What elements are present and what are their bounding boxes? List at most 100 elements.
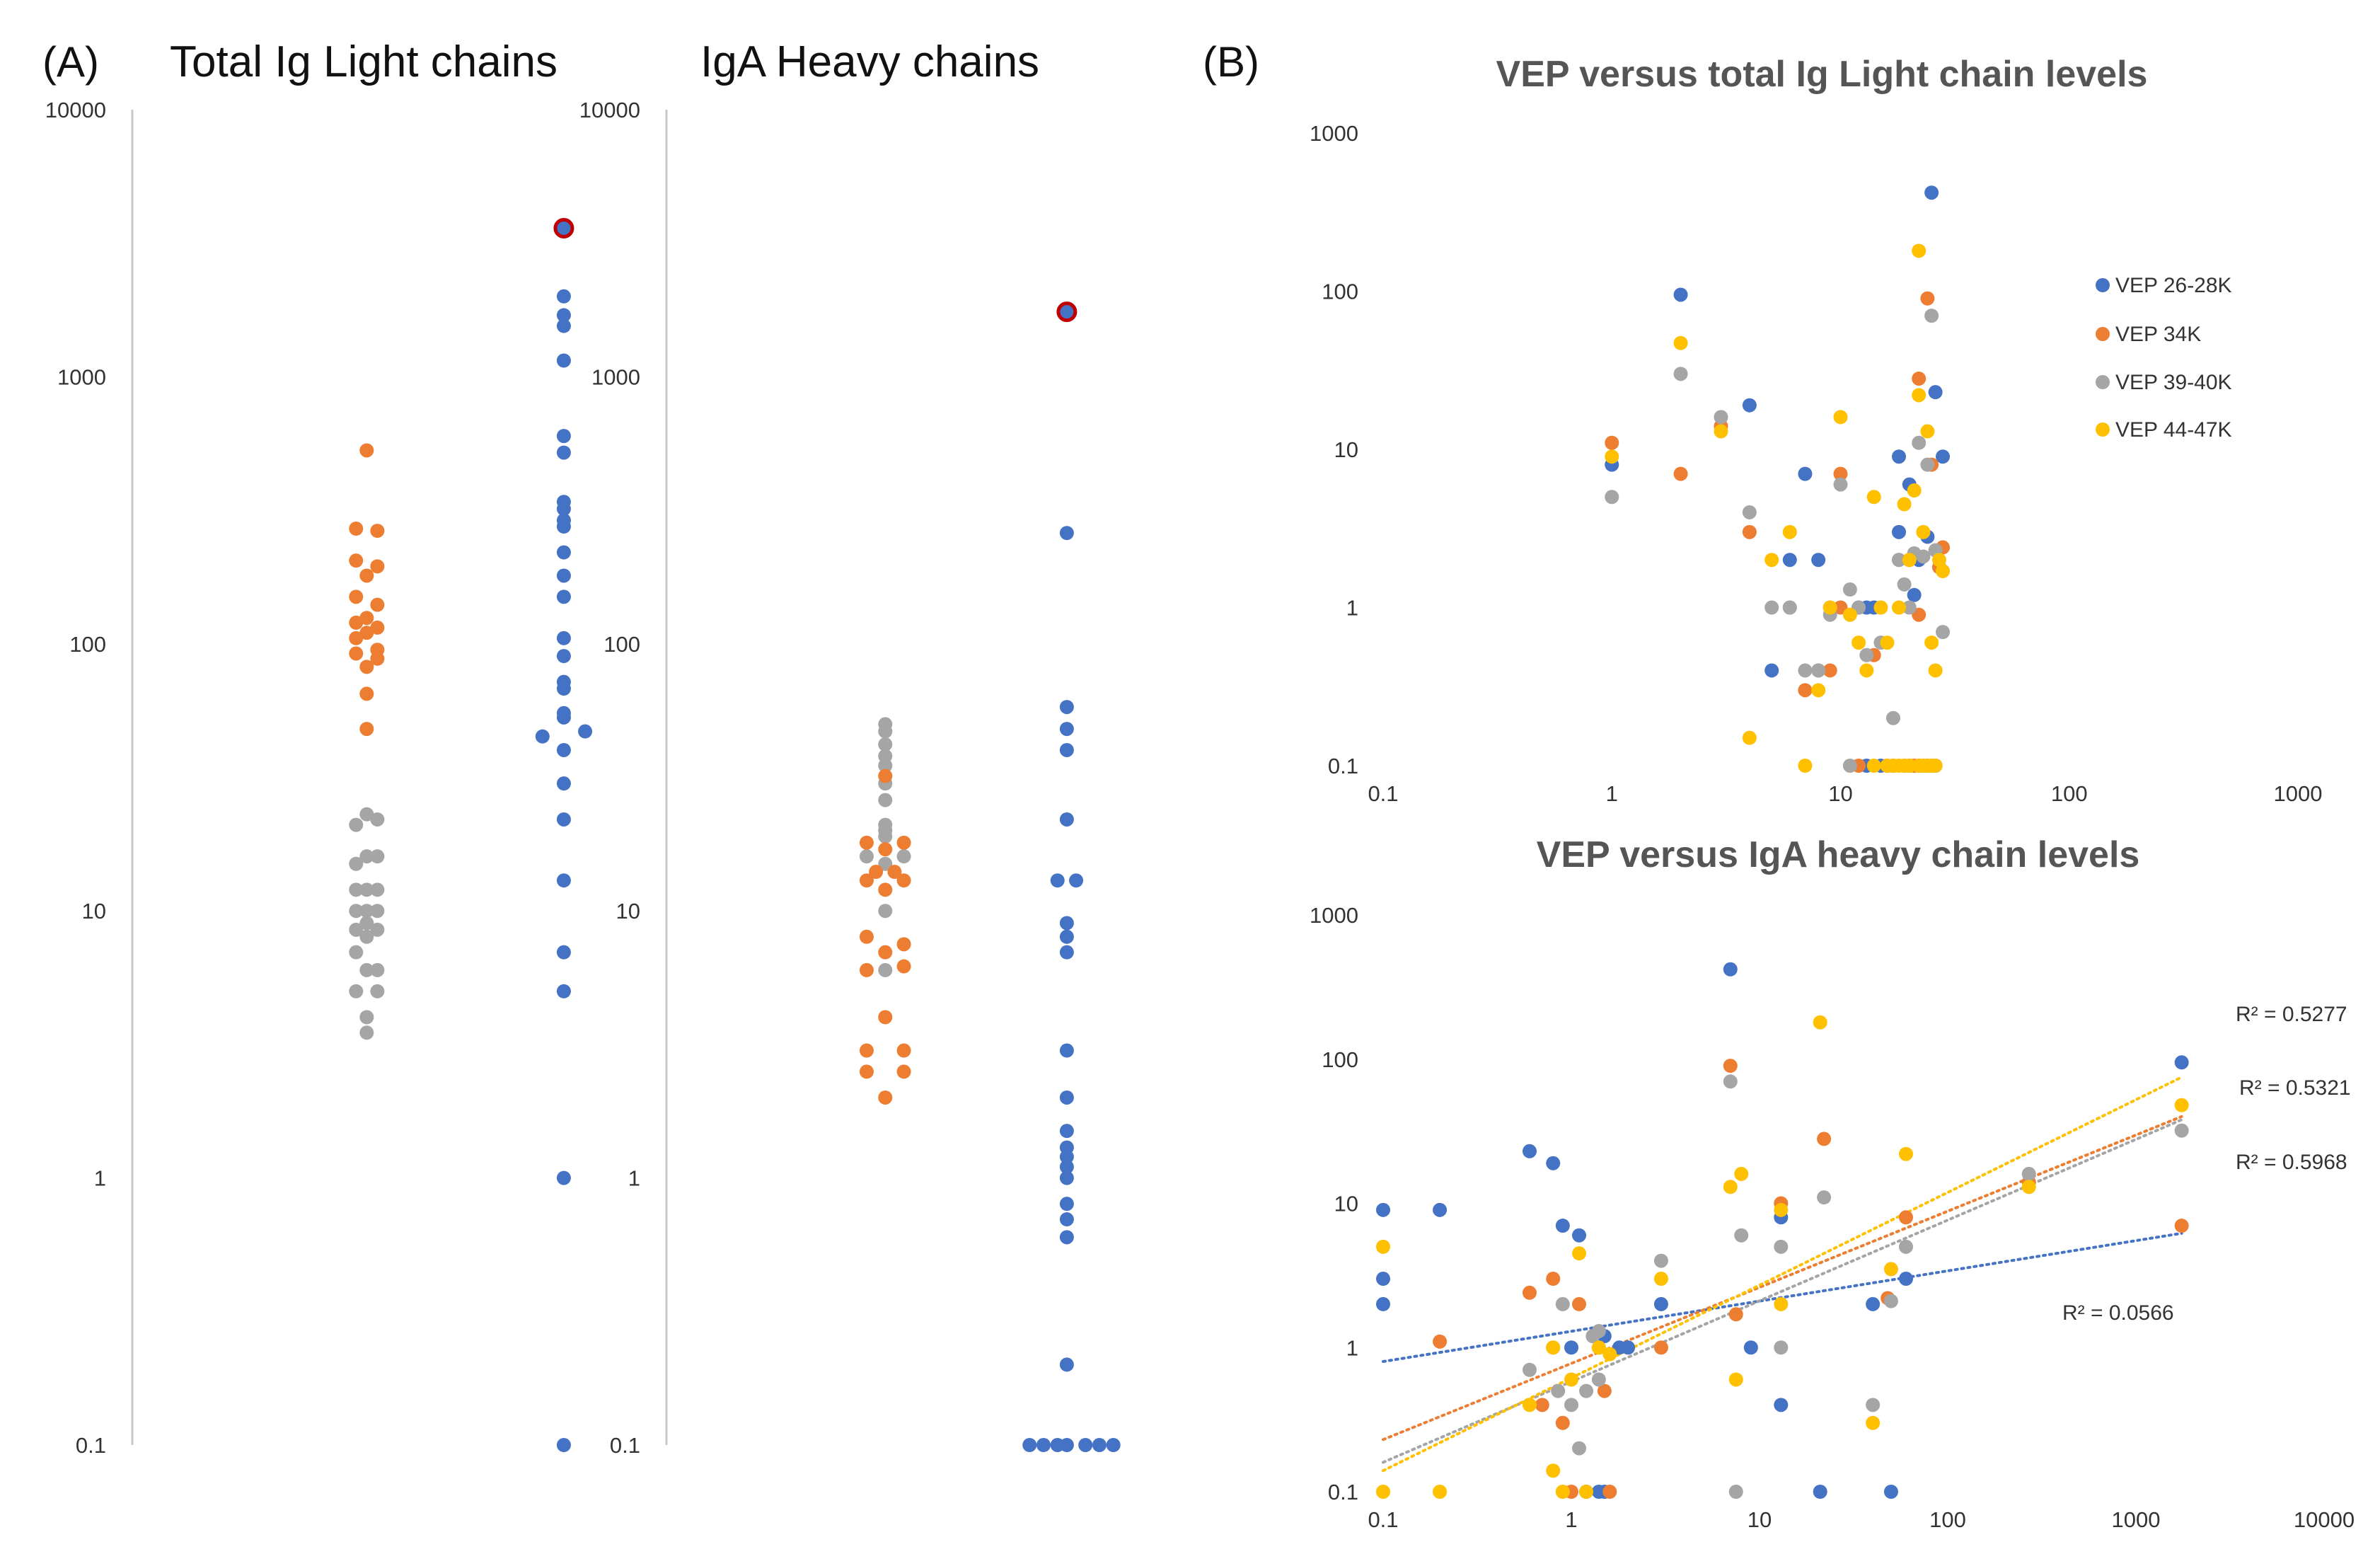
data-point	[1798, 466, 1813, 481]
data-point	[878, 904, 893, 919]
data-point	[1723, 1180, 1738, 1195]
vep-iga-y-tick-label: 1000	[1310, 903, 1358, 928]
data-point	[896, 849, 911, 864]
data-point	[1602, 1347, 1617, 1362]
iga-chart-title: IgA Heavy chains	[700, 38, 1039, 86]
data-point	[1059, 1357, 1074, 1372]
data-point	[1535, 1398, 1549, 1412]
data-point	[896, 1064, 911, 1079]
data-point	[349, 631, 364, 645]
vep-iga-y-tick-label: 1	[1346, 1335, 1358, 1360]
data-point	[1522, 1362, 1537, 1377]
data-point	[869, 865, 884, 880]
data-point	[556, 502, 571, 517]
data-point	[1880, 635, 1895, 650]
data-point	[1059, 1090, 1074, 1105]
data-point	[556, 429, 571, 444]
data-point	[1798, 663, 1813, 678]
data-point	[1924, 185, 1939, 200]
data-point	[370, 904, 385, 919]
legend: VEP 26-28K VEP 34K VEP 39-40K VEP 44-47K	[2096, 274, 2232, 442]
data-point	[878, 962, 893, 977]
data-point	[1591, 1372, 1606, 1387]
data-point	[878, 737, 893, 752]
data-point	[556, 984, 571, 998]
data-point	[1376, 1202, 1390, 1217]
data-point	[349, 856, 364, 871]
data-point	[1376, 1239, 1390, 1254]
light-chart-title: Total Ig Light chains	[170, 38, 558, 86]
vep-light-x-tick-label: 10	[1828, 781, 1852, 806]
data-point	[878, 769, 893, 783]
data-point	[1078, 1438, 1093, 1452]
light-chart-points	[349, 217, 593, 1452]
data-point	[1106, 1438, 1121, 1452]
data-point	[370, 524, 385, 539]
data-point	[349, 646, 364, 661]
data-point	[349, 922, 364, 937]
trendline	[1382, 1115, 2183, 1441]
data-point	[1859, 648, 1874, 662]
data-point	[1059, 812, 1074, 827]
data-point	[1859, 663, 1874, 678]
vep-light-title: VEP versus total Ig Light chain levels	[1496, 54, 2148, 95]
light-y-tick-label: 100	[69, 632, 106, 657]
data-point	[1555, 1485, 1570, 1499]
data-point	[1728, 1485, 1743, 1499]
data-point	[1813, 1485, 1827, 1499]
data-point	[1912, 435, 1926, 450]
data-point	[1898, 1272, 1913, 1287]
data-point	[1673, 287, 1688, 302]
data-point	[1817, 1190, 1832, 1205]
legend-label-vep-39-40k: VEP 39-40K	[2115, 371, 2232, 394]
data-point	[1059, 1149, 1074, 1164]
vep-light-y-tick-label: 100	[1322, 280, 1358, 304]
data-point	[1050, 1438, 1065, 1452]
legend-marker-vep-34k	[2096, 327, 2110, 341]
iga-y-tick-label: 10	[616, 899, 640, 923]
data-point	[349, 553, 364, 568]
data-point	[1833, 477, 1848, 492]
data-point	[359, 962, 374, 977]
data-point	[1597, 1383, 1612, 1398]
data-point	[1564, 1398, 1578, 1412]
data-point	[1433, 1334, 1448, 1349]
data-point	[1811, 663, 1826, 678]
data-point	[878, 856, 893, 871]
data-point	[896, 959, 911, 974]
data-point	[556, 873, 571, 888]
legend-marker-vep-39-40k	[2096, 375, 2110, 389]
data-point	[1555, 1415, 1570, 1430]
data-point	[1912, 243, 1926, 258]
data-point	[556, 649, 571, 664]
vep-iga-x-tick-label: 100	[1929, 1507, 1966, 1532]
vep-iga-title: VEP versus IgA heavy chain levels	[1537, 834, 2140, 875]
data-point	[896, 873, 911, 888]
data-point	[1897, 577, 1912, 592]
r2-label-1: R² = 0.5277	[2236, 1003, 2347, 1026]
data-point	[1924, 309, 1939, 323]
data-point	[1376, 1296, 1390, 1311]
data-point	[1433, 1202, 1448, 1217]
data-point	[556, 318, 571, 333]
data-point	[1723, 1059, 1738, 1074]
data-point	[1579, 1383, 1594, 1398]
data-point	[349, 589, 364, 604]
data-point	[1059, 1170, 1074, 1185]
r2-label-2: R² = 0.5321	[2239, 1076, 2351, 1100]
legend-label-vep-34k: VEP 34K	[2115, 323, 2201, 346]
data-point	[1920, 424, 1935, 439]
vep-light-y-tick-label: 1000	[1310, 121, 1358, 146]
data-point	[349, 615, 364, 630]
data-point	[1564, 1340, 1578, 1355]
data-point	[1723, 1074, 1738, 1089]
vep-light-x-tick-label: 1000	[2274, 781, 2323, 806]
vep-light-x-tick-label: 1	[1606, 781, 1618, 806]
data-point	[1059, 929, 1074, 944]
data-point	[359, 443, 374, 458]
data-point	[878, 758, 893, 773]
vep-iga-y-tick-label: 0.1	[1328, 1480, 1358, 1504]
data-point	[1892, 524, 1907, 539]
data-point	[1653, 1253, 1668, 1268]
data-point	[370, 882, 385, 897]
